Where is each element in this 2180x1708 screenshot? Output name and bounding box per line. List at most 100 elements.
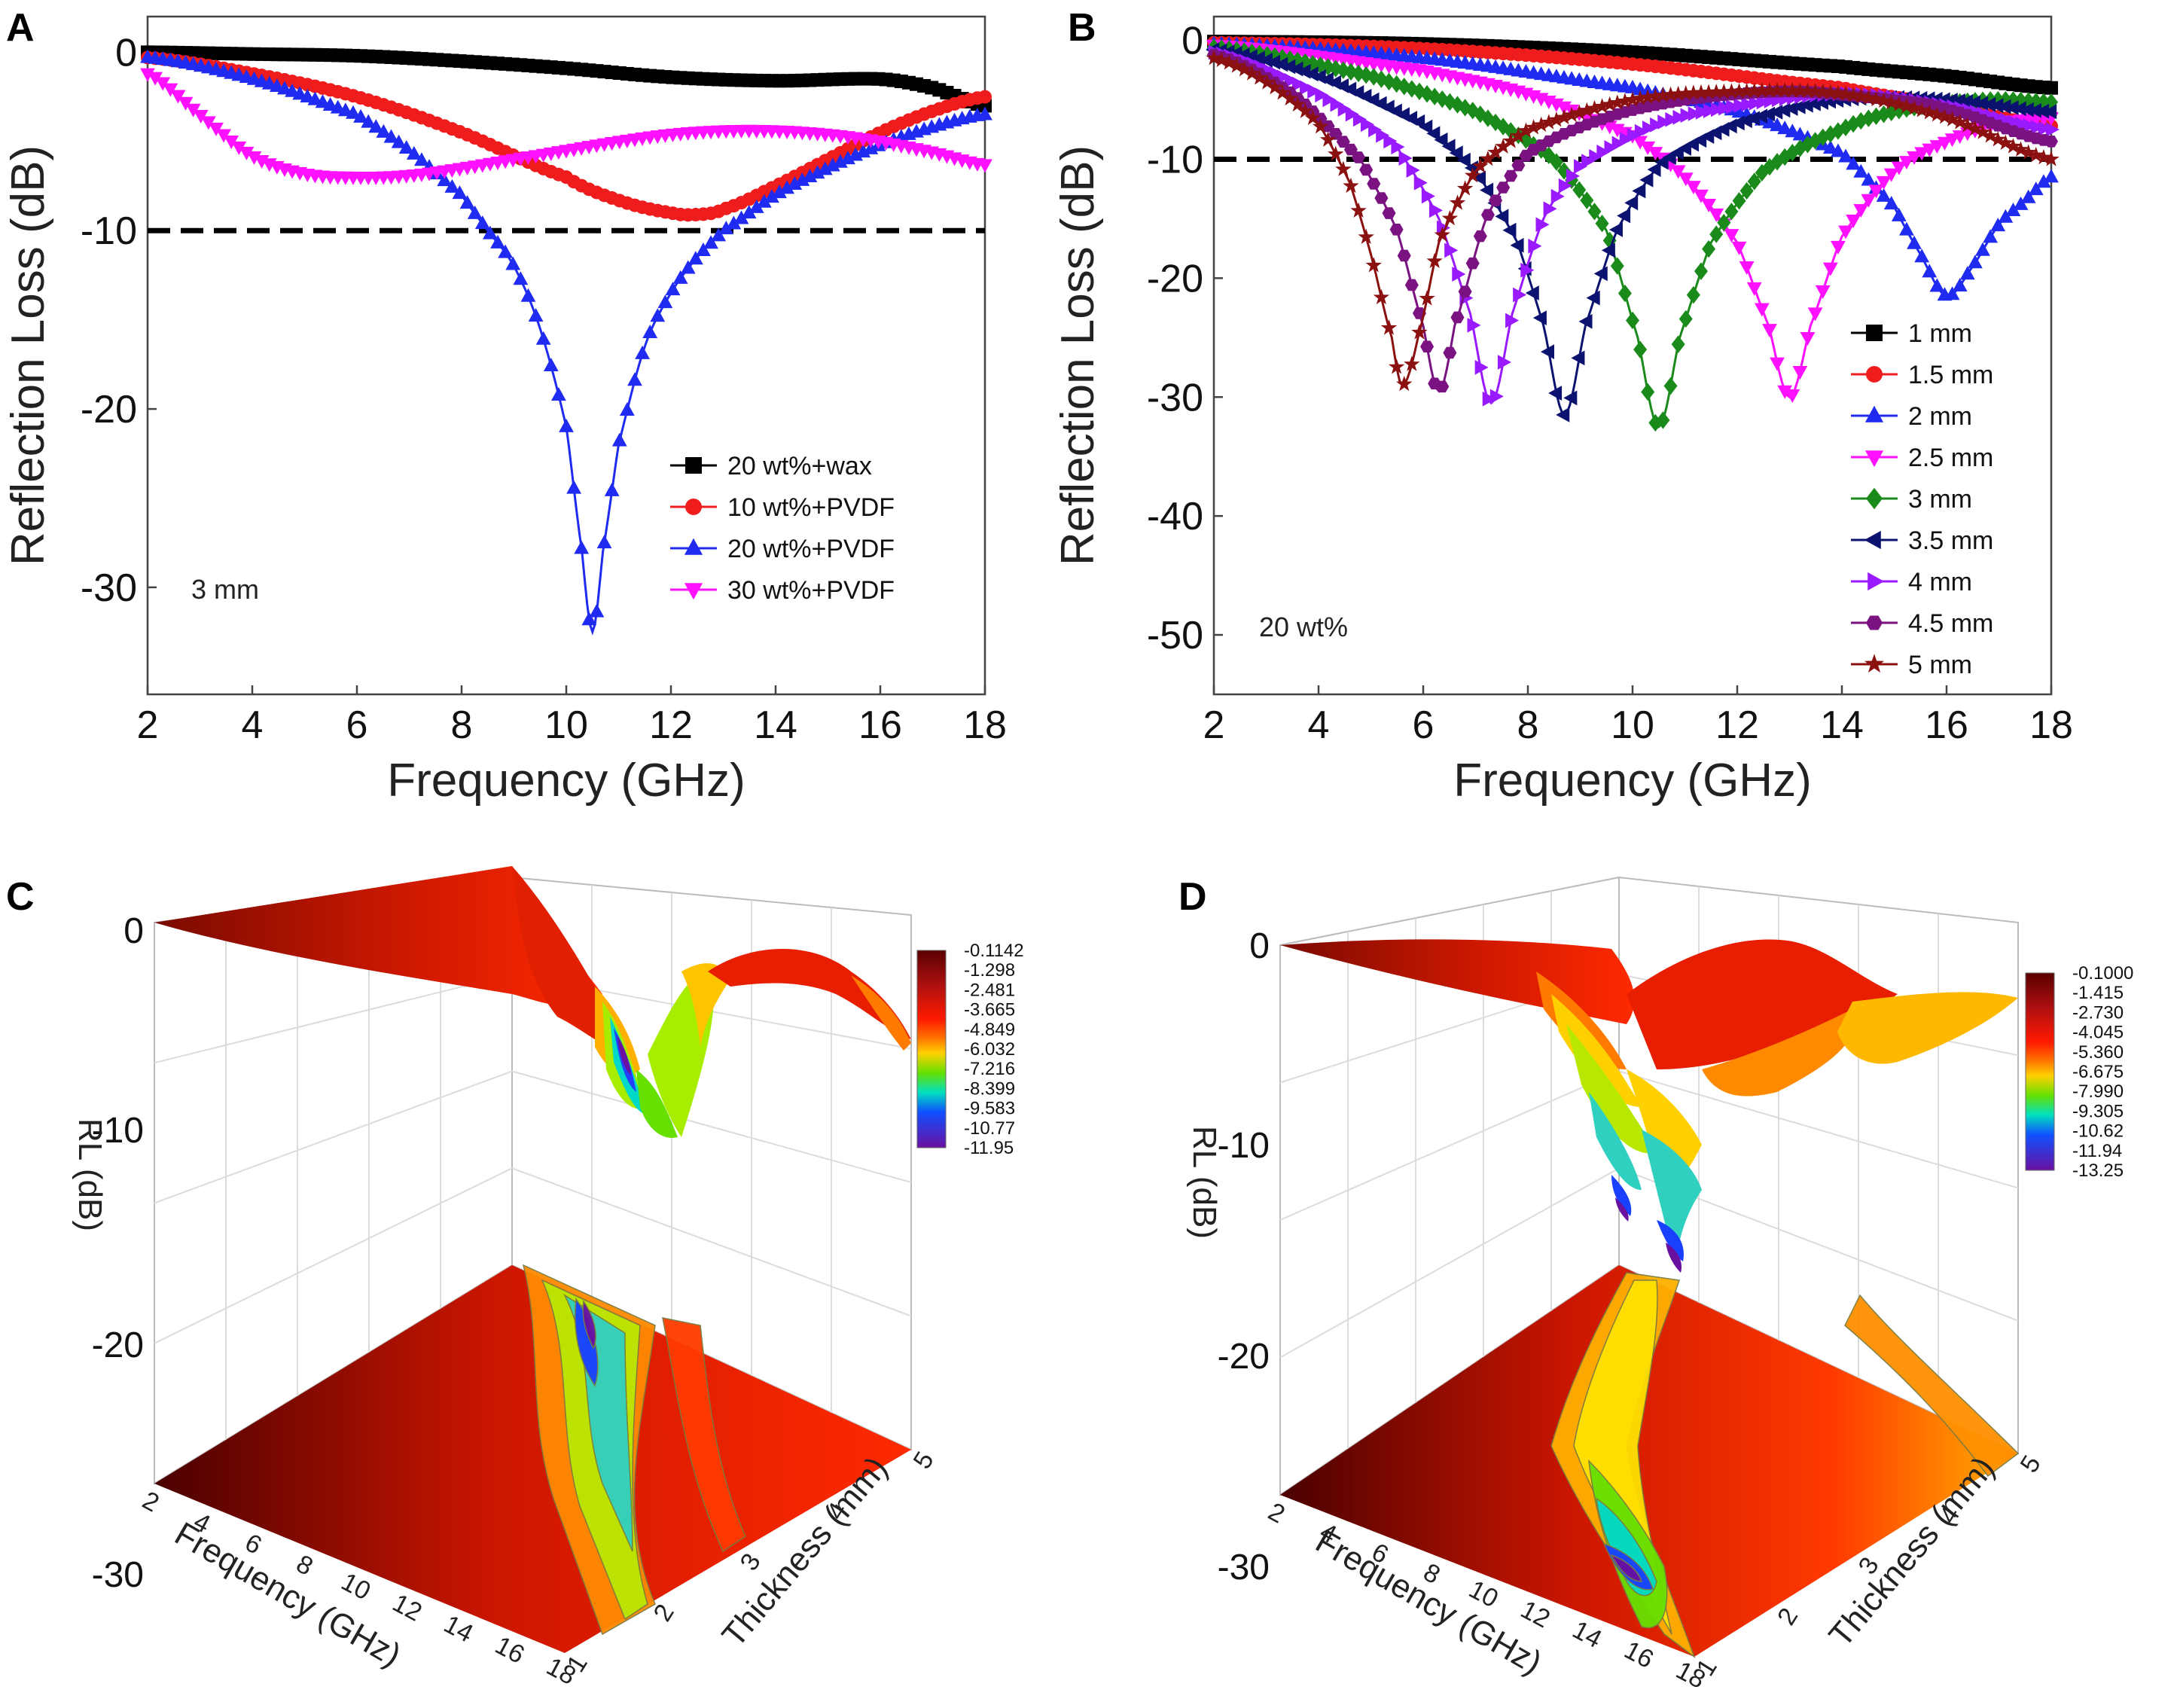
data-point [1465, 166, 1481, 183]
data-point [1761, 82, 1778, 98]
freq-tick-label: 14 [1568, 1615, 1606, 1654]
data-point [642, 324, 658, 338]
data-point [1694, 189, 1709, 203]
data-point [1726, 99, 1740, 114]
data-point [1853, 163, 1869, 178]
data-point [1557, 162, 1572, 180]
data-point [1474, 359, 1489, 375]
data-point [1807, 96, 1821, 111]
z-axis-label: RL (dB) [1186, 1126, 1223, 1239]
data-point [1944, 111, 1961, 127]
data-point [1541, 146, 1556, 165]
data-point [1997, 134, 2014, 151]
data-point [1959, 94, 1973, 109]
data-point [1876, 188, 1892, 202]
data-point [444, 178, 460, 193]
data-point [1746, 82, 1763, 98]
grid-line [154, 1070, 513, 1204]
colorbar-tick-label: -10.77 [964, 1118, 1015, 1139]
data-point [1322, 92, 1337, 108]
data-point [2013, 196, 2029, 210]
data-point [1608, 222, 1623, 237]
data-point [1374, 192, 1389, 204]
data-point [1449, 194, 1466, 210]
data-point [1380, 319, 1398, 335]
colorbar-tick-label: -7.216 [964, 1059, 1015, 1079]
data-point [1732, 192, 1746, 210]
grid-line [1279, 1167, 1620, 1359]
x-tick-label: 2 [1203, 703, 1225, 747]
data-point [1505, 313, 1520, 328]
data-point [1420, 85, 1435, 103]
data-point [1441, 209, 1459, 226]
legend-marker [1866, 366, 1883, 383]
grid-line [511, 1070, 912, 1183]
legend-label: 2 mm [1908, 402, 1972, 431]
data-point [1671, 335, 1685, 353]
surface-patch [681, 963, 730, 1047]
contour-band [662, 1317, 746, 1553]
freq-tick-label: 14 [439, 1609, 477, 1648]
data-point [1776, 82, 1793, 98]
colorbar [2025, 972, 2055, 1171]
data-point [1876, 175, 1892, 190]
data-point [2012, 101, 2026, 117]
data-point [1434, 132, 1448, 148]
data-point [741, 205, 757, 219]
data-point [1967, 120, 1983, 136]
data-point [1404, 279, 1419, 291]
thickness-tick-label: 5 [908, 1447, 940, 1474]
data-point [2043, 151, 2060, 166]
data-point [1413, 175, 1428, 191]
data-point [611, 432, 627, 447]
data-point [1388, 358, 1405, 374]
y-tick-label: -20 [81, 388, 137, 432]
data-point [1267, 79, 1283, 95]
data-point [589, 603, 605, 618]
data-point [1428, 203, 1443, 218]
surface-patch [154, 866, 602, 1006]
data-point [1543, 201, 1557, 217]
data-point [1709, 208, 1724, 222]
data-point [1304, 109, 1322, 126]
surface-patch [708, 949, 911, 1039]
data-point [566, 480, 582, 494]
data-point [1595, 215, 1609, 233]
data-point [1496, 181, 1511, 194]
grid-line [1618, 1070, 2019, 1189]
grid-line [154, 973, 513, 1064]
data-point [1663, 377, 1678, 395]
data-point [1852, 88, 1869, 104]
data-point [1731, 241, 1747, 255]
data-point [1846, 156, 1861, 170]
data-point [1907, 235, 1922, 249]
data-point [1777, 385, 1793, 399]
data-point [1578, 102, 1596, 118]
data-point [1456, 152, 1471, 168]
data-point [398, 139, 414, 154]
data-point [1791, 82, 1809, 98]
data-point [1861, 194, 1877, 208]
data-point [1989, 130, 2006, 147]
data-point [1571, 104, 1587, 120]
data-point [246, 151, 262, 165]
data-point [1715, 83, 1733, 99]
x-tick-label: 16 [858, 703, 902, 747]
data-point [368, 119, 384, 133]
data-point [1611, 136, 1626, 151]
data-point [1860, 89, 1877, 105]
colorbar-tick-label: -7.990 [2072, 1081, 2124, 1102]
data-point [1785, 143, 1800, 162]
data-point [1480, 109, 1495, 127]
data-point [1532, 310, 1547, 326]
colorbar-tick-label: -9.305 [2072, 1101, 2124, 1121]
x-tick-label: 18 [963, 703, 1007, 747]
data-point [1846, 214, 1861, 228]
y-tick-label: -30 [1147, 376, 1203, 419]
data-point [1525, 119, 1542, 135]
data-point [2035, 103, 2050, 119]
data-point [1761, 106, 1776, 122]
z-axis-label: RL (dB) [72, 1118, 108, 1231]
data-point [1228, 57, 1245, 73]
data-point [1627, 127, 1641, 143]
